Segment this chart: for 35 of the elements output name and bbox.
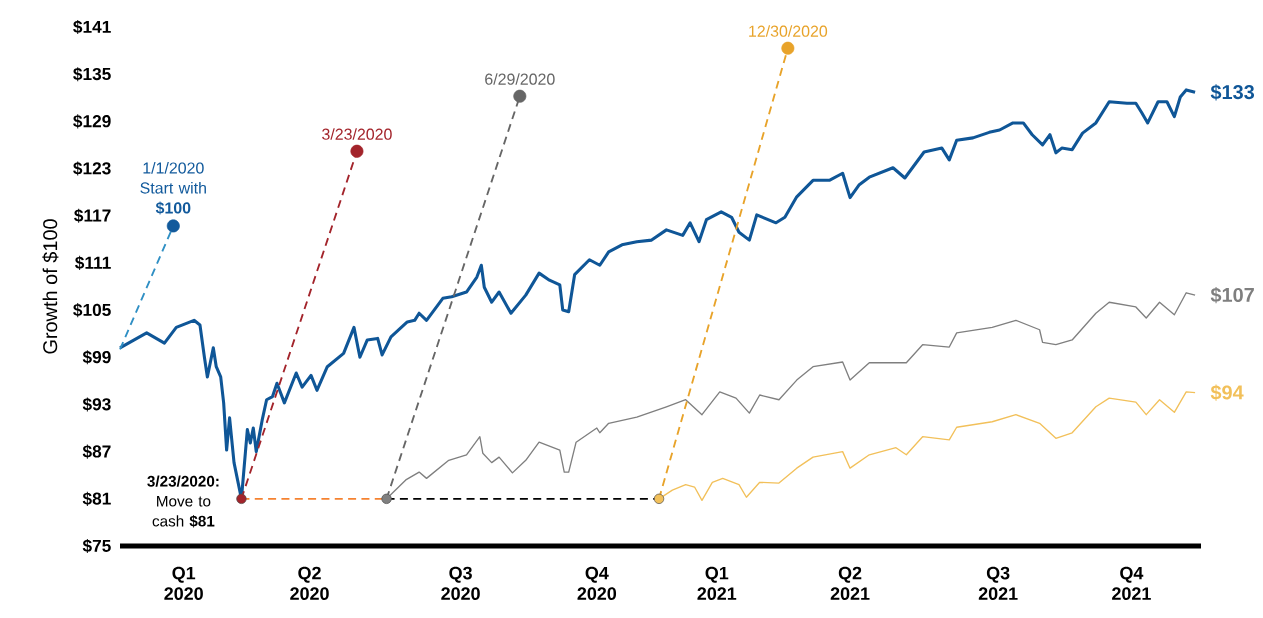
y-tick-label: $81 xyxy=(82,491,111,506)
y-tick-label: $87 xyxy=(82,444,111,459)
point xyxy=(166,219,180,233)
annotation: 3/23/2020: Move to cash $81 xyxy=(147,475,219,528)
annotation: 12/30/2020 xyxy=(749,25,828,37)
y-tick-label: $141 xyxy=(73,19,111,35)
y-tick-label: $105 xyxy=(73,303,111,318)
point xyxy=(350,144,364,158)
x-tick-label: Q3 2021 xyxy=(978,566,1018,600)
x-tick-label: Q2 2021 xyxy=(830,566,870,600)
data-label: $133 xyxy=(1210,84,1255,101)
y-tick-label: $135 xyxy=(73,67,111,82)
x-tick-label: Q4 2021 xyxy=(1112,566,1151,600)
y-tick-label: $123 xyxy=(73,161,111,176)
x-tick-label: Q1 2021 xyxy=(697,566,737,600)
x-tick-label: Q1 2020 xyxy=(164,566,203,600)
x-tick-label: Q4 2020 xyxy=(577,566,617,600)
y-tick-label: $93 xyxy=(82,397,111,412)
y-tick-label: $117 xyxy=(74,208,111,223)
x-tick-label: Q2 2020 xyxy=(290,566,329,600)
point xyxy=(381,493,392,504)
point xyxy=(653,493,665,504)
x-tick-label: Q3 2020 xyxy=(441,566,480,600)
data-label: $94 xyxy=(1210,384,1244,401)
y-tick-label: $99 xyxy=(82,350,111,365)
data-label: $107 xyxy=(1210,287,1254,304)
y-tick-label: $129 xyxy=(73,114,111,129)
point xyxy=(781,41,795,55)
y-tick-label: $75 xyxy=(82,538,111,554)
annotation: 1/1/2020 Start with $100 xyxy=(140,162,206,215)
annotation: 3/23/2020 xyxy=(322,128,392,140)
y-axis-title: Growth of $100 xyxy=(42,219,59,354)
y-tick-label: $111 xyxy=(75,255,111,270)
annotation: 6/29/2020 xyxy=(485,73,555,85)
point xyxy=(513,89,527,103)
